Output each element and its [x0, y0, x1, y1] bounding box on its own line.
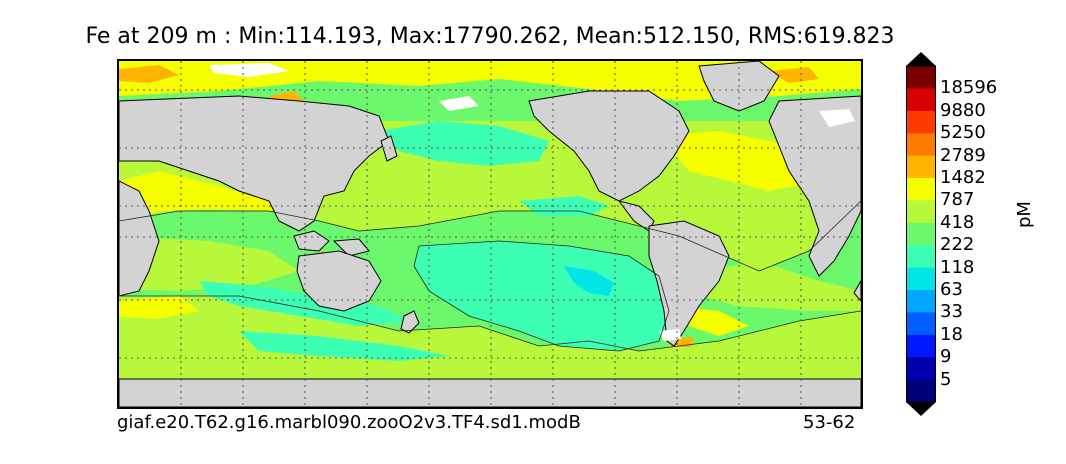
- contour-band-118-222: [199, 121, 669, 361]
- colorbar-tick-label: 222: [940, 234, 975, 256]
- colorbar-top-arrow: [906, 52, 936, 66]
- gridlines: [119, 61, 861, 407]
- units-label: pM: [1014, 201, 1035, 228]
- colorbar-swatch: [906, 245, 936, 269]
- colorbar-tick-label: 118: [940, 256, 975, 278]
- colorbar-swatch: [906, 290, 936, 313]
- colorbar-swatch: [906, 357, 936, 381]
- colorbar-tick-label: 18: [940, 323, 963, 345]
- colorbar-swatch: [906, 110, 936, 134]
- map-panel: [117, 59, 863, 409]
- colorbar-tick-label: 1482: [940, 167, 986, 188]
- colorbar-swatch: [906, 133, 936, 157]
- colorbar-swatch: [906, 178, 936, 201]
- colorbar-swatch: [906, 334, 936, 358]
- case-name-label: giaf.e20.T62.g16.marbl090.zooO2v3.TF4.sd…: [117, 412, 581, 433]
- colorbar-bottom-arrow: [906, 402, 936, 416]
- colorbar-tick-label: 9: [940, 346, 952, 368]
- colorbar-tick-label: 787: [940, 189, 975, 211]
- contour-lines: [119, 200, 861, 352]
- land-masses: [119, 61, 861, 407]
- colorbar-tick-label: 418: [940, 211, 975, 233]
- colorbar-swatch: [906, 200, 936, 224]
- colorbar-swatch: [906, 267, 936, 291]
- colorbar-swatch: [906, 88, 936, 112]
- colorbar-tick-label: 18596: [940, 77, 998, 99]
- colorbar-tick-label: 5250: [940, 122, 986, 144]
- colorbar-swatch: [906, 66, 936, 89]
- colorbar: [906, 52, 936, 416]
- colorbar-swatch: [906, 312, 936, 336]
- plot-title: Fe at 209 m : Min:114.193, Max:17790.262…: [85, 24, 895, 49]
- years-label: 53-62: [803, 412, 856, 433]
- contour-band-787-1482: [119, 61, 861, 336]
- sea-ice: [209, 63, 855, 341]
- map-canvas: [119, 61, 861, 407]
- contour-band-63-118: [564, 266, 614, 296]
- colorbar-tick-label: 33: [940, 301, 963, 323]
- colorbar-swatch: [906, 222, 936, 246]
- colorbar-tick-label: 63: [940, 279, 963, 300]
- colorbar-tick-label: 2789: [940, 144, 986, 166]
- colorbar-tick-label: 5: [940, 368, 952, 390]
- colorbar-swatch: [906, 155, 936, 179]
- colorbar-tick-label: 9880: [940, 99, 986, 121]
- colorbar-swatch: [906, 379, 936, 403]
